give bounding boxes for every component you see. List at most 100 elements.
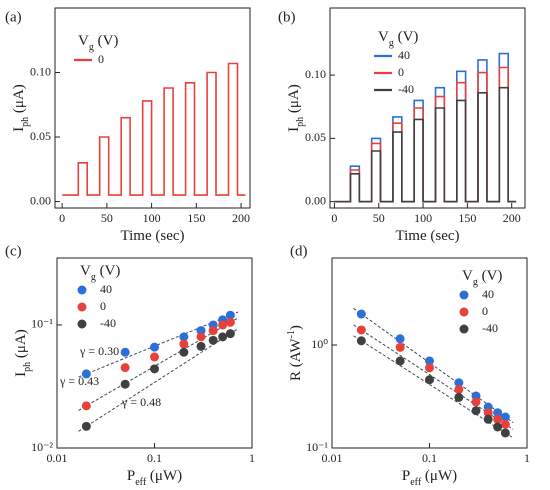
legend-label: 0	[482, 304, 488, 318]
x-axis-label-part: (μW)	[146, 468, 182, 484]
y-tick-label: 10⁰	[311, 337, 328, 351]
legend-swatch	[459, 324, 469, 334]
legend-title-part: g	[473, 277, 478, 288]
series-line	[334, 86, 517, 203]
data-point	[179, 347, 189, 357]
data-point	[471, 397, 481, 407]
legend-label: -40	[100, 316, 116, 330]
panel-label: (a)	[5, 9, 22, 25]
legend-title-part: g	[389, 38, 394, 49]
data-point	[425, 356, 434, 366]
y-axis-label-part: ph	[20, 117, 31, 127]
data-point	[120, 363, 130, 373]
legend-label: 40	[100, 282, 112, 296]
x-tick-label: 150	[458, 211, 476, 225]
x-axis-label-part: eff	[135, 477, 147, 488]
data-point	[150, 364, 159, 374]
legend-title-part: V	[80, 263, 91, 279]
x-tick-label: 50	[373, 211, 385, 225]
legend-title: Vg (V)	[378, 29, 418, 48]
x-tick-label: 0.01	[322, 451, 343, 465]
x-tick-label: 0.1	[422, 451, 437, 465]
data-point	[81, 369, 91, 379]
y-tick-label: 0.05	[30, 129, 51, 143]
x-axis-label-part: eff	[410, 477, 422, 488]
data-point	[179, 332, 189, 342]
legend-label: 40	[398, 48, 410, 62]
x-tick-label: 150	[187, 211, 205, 225]
fit-line	[78, 328, 239, 432]
data-point	[225, 310, 235, 320]
legend-label: -40	[482, 321, 498, 335]
y-tick-label: 0.05	[305, 130, 326, 144]
legend-swatch	[77, 319, 87, 329]
data-point	[196, 332, 206, 342]
legend-title: Vg (V)	[78, 33, 118, 52]
x-tick-label: 100	[143, 211, 161, 225]
annotation: γ = 0.43	[59, 374, 99, 388]
data-point	[483, 408, 493, 418]
data-point	[425, 375, 434, 385]
data-point	[225, 329, 235, 339]
data-point	[493, 408, 503, 418]
y-axis-label-part: -1	[286, 330, 297, 338]
data-point	[208, 326, 218, 336]
x-tick-label: 1	[524, 451, 530, 465]
data-point	[356, 336, 366, 346]
fit-line	[78, 311, 239, 378]
legend-title-part: g	[91, 272, 96, 283]
x-axis-label: Time (sec)	[395, 228, 459, 244]
data-point	[483, 414, 493, 424]
x-tick-label: 0	[331, 211, 337, 225]
fit-line	[353, 324, 514, 430]
y-axis-label-part: I	[11, 127, 27, 132]
y-tick-label: 0.00	[305, 193, 326, 207]
x-axis-label-part: (μW)	[421, 468, 457, 484]
legend-swatch	[77, 302, 87, 312]
panel-label: (c)	[5, 243, 22, 259]
y-tick-label: 0.10	[30, 64, 51, 78]
legend-title-part: V	[78, 33, 89, 49]
legend-swatch	[459, 307, 469, 317]
data-point	[120, 347, 130, 357]
y-axis-label-part: )	[288, 325, 304, 330]
data-point	[196, 341, 206, 351]
y-axis-label-part: (μA)	[286, 84, 302, 117]
x-tick-label: 100	[414, 211, 432, 225]
legend-title-part: V	[378, 29, 389, 45]
x-tick-label: 0	[59, 211, 65, 225]
x-axis-label-part: Time (sec)	[395, 228, 459, 244]
legend-swatch	[459, 290, 469, 300]
x-axis-label: Peff (μW)	[402, 468, 457, 487]
y-axis-label-part: ph	[295, 117, 306, 127]
x-tick-label: 0.01	[47, 451, 68, 465]
data-point	[454, 378, 464, 388]
data-point	[500, 419, 510, 429]
y-axis-label-part: (μA)	[11, 84, 27, 117]
plot-frame	[54, 7, 251, 209]
panel-label: (b)	[278, 9, 296, 25]
annotation: γ = 0.48	[121, 395, 161, 409]
y-tick-label: 0.10	[305, 67, 326, 81]
x-axis-label-part: Time (sec)	[120, 228, 184, 244]
series-line	[334, 52, 517, 203]
legend-label: 40	[482, 287, 494, 301]
fit-line	[353, 308, 514, 423]
data-point	[218, 332, 228, 342]
data-point	[500, 412, 510, 422]
data-point	[356, 325, 366, 335]
data-point	[81, 421, 91, 431]
data-point	[454, 384, 464, 394]
y-axis-label: Iph (μA)	[13, 329, 32, 377]
y-axis-label-part: I	[13, 372, 29, 377]
y-tick-label: 0.00	[30, 193, 51, 207]
data-point	[454, 392, 464, 402]
data-point	[208, 335, 218, 345]
y-axis-label-part: I	[286, 127, 302, 132]
y-tick-label: 10⁻²	[31, 440, 53, 454]
data-point	[493, 422, 503, 432]
x-tick-label: 200	[232, 211, 250, 225]
legend-label: -40	[398, 82, 414, 96]
legend-title-part: (V)	[94, 33, 119, 49]
